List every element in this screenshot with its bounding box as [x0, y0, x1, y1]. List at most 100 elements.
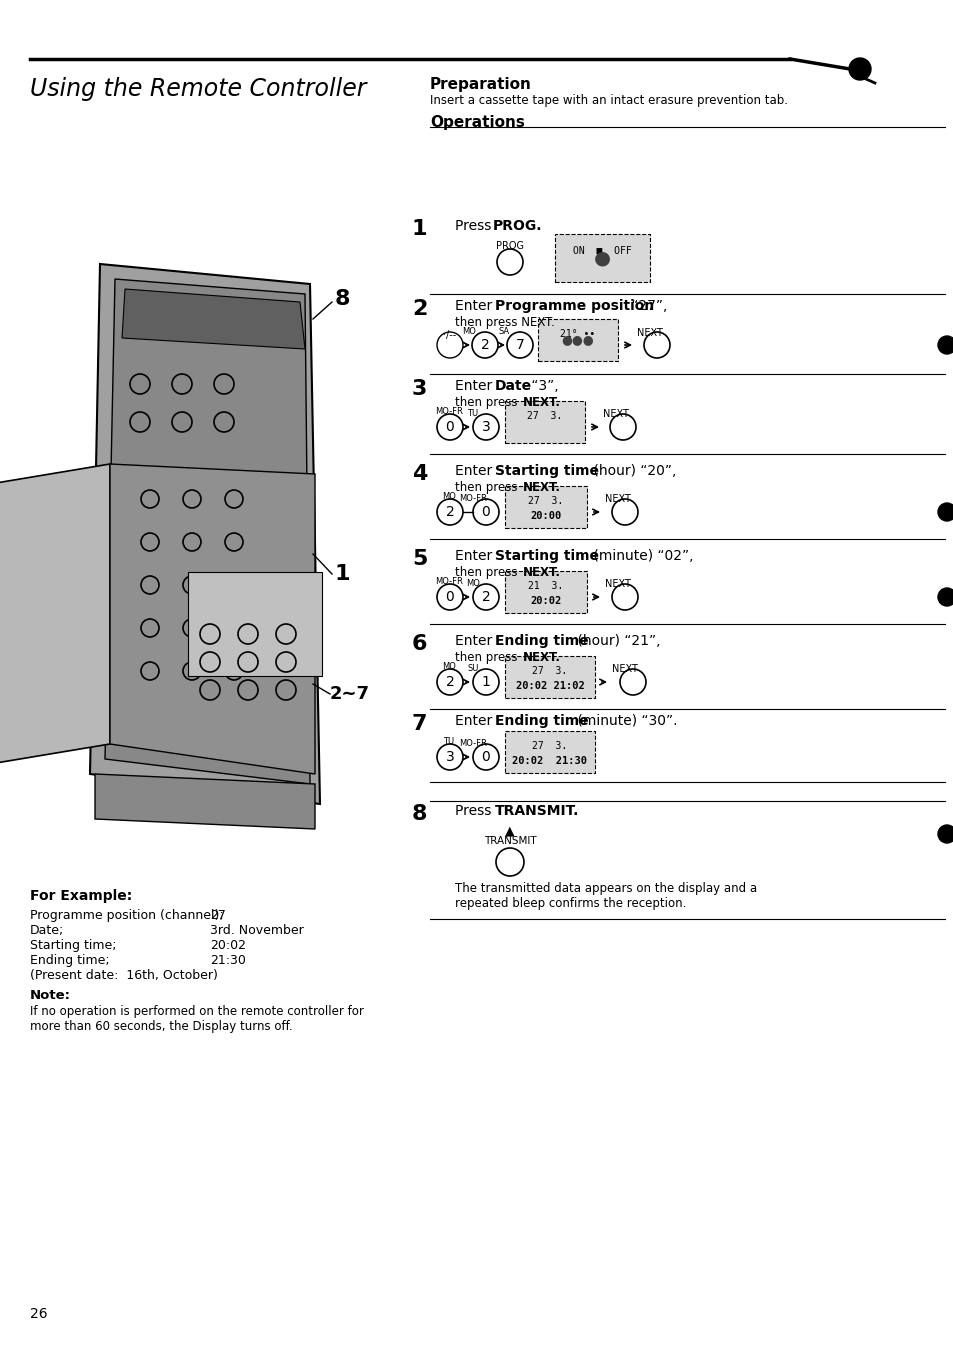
FancyBboxPatch shape [504, 656, 595, 697]
Polygon shape [0, 464, 110, 764]
Text: 20:02  21:30: 20:02 21:30 [512, 757, 587, 766]
Text: Operations: Operations [430, 115, 524, 130]
Text: (hour) “21”,: (hour) “21”, [573, 634, 659, 648]
Text: Press: Press [455, 219, 496, 233]
Text: (Present date:  16th, October): (Present date: 16th, October) [30, 969, 217, 982]
Text: MO: MO [461, 326, 476, 336]
Text: 8: 8 [335, 289, 350, 309]
Text: Programme position (channel);: Programme position (channel); [30, 909, 223, 921]
Text: then press: then press [455, 652, 520, 664]
Text: 20:02 21:02: 20:02 21:02 [515, 681, 584, 691]
Text: 20:02: 20:02 [210, 939, 246, 952]
Text: Programme position: Programme position [495, 299, 654, 313]
Text: Enter: Enter [455, 464, 497, 478]
Text: NEXT: NEXT [604, 494, 630, 505]
Text: Starting time: Starting time [495, 549, 598, 563]
Text: Using the Remote Controller: Using the Remote Controller [30, 77, 366, 101]
Text: Starting time: Starting time [495, 464, 598, 478]
Text: ●●●: ●●● [561, 333, 594, 347]
Circle shape [937, 336, 953, 353]
Text: 2: 2 [445, 505, 454, 519]
FancyBboxPatch shape [504, 571, 586, 612]
Text: 1: 1 [335, 564, 350, 584]
Text: 3: 3 [445, 750, 454, 764]
Text: 3: 3 [412, 379, 427, 399]
Text: 4: 4 [412, 464, 427, 484]
Text: PROG: PROG [496, 241, 523, 251]
Circle shape [937, 588, 953, 606]
Text: 7: 7 [515, 339, 524, 352]
FancyBboxPatch shape [504, 401, 584, 442]
Text: Press: Press [455, 804, 496, 817]
Text: MO-FR: MO-FR [458, 739, 486, 747]
Text: 3rd. November: 3rd. November [210, 924, 303, 938]
Text: Ending time: Ending time [495, 634, 588, 648]
Text: 2: 2 [481, 590, 490, 604]
Text: 5: 5 [412, 549, 427, 569]
Text: MO-FR: MO-FR [458, 494, 486, 503]
Text: NEXT.: NEXT. [522, 652, 560, 664]
Text: 0: 0 [445, 590, 454, 604]
FancyBboxPatch shape [537, 318, 618, 362]
Text: “27”,: “27”, [626, 299, 667, 313]
Text: Enter: Enter [455, 379, 497, 393]
Text: then press: then press [455, 482, 520, 494]
Text: 27  3.: 27 3. [532, 665, 567, 676]
Text: TRANSMIT.: TRANSMIT. [495, 804, 578, 817]
Polygon shape [95, 774, 314, 830]
Text: then press: then press [455, 397, 520, 409]
FancyBboxPatch shape [188, 572, 322, 676]
Text: then press: then press [455, 567, 520, 579]
Text: TU: TU [443, 737, 454, 746]
Text: MO: MO [441, 662, 456, 670]
Text: 27  3.: 27 3. [527, 410, 562, 421]
Text: Ending time: Ending time [495, 714, 588, 728]
Circle shape [937, 503, 953, 521]
Text: 0: 0 [445, 420, 454, 434]
Text: Enter: Enter [455, 549, 497, 563]
Text: TU: TU [467, 409, 478, 418]
Text: NEXT.: NEXT. [522, 567, 560, 579]
Text: (minute) “02”,: (minute) “02”, [588, 549, 693, 563]
Text: then press NEXT.: then press NEXT. [455, 316, 554, 329]
Text: 26: 26 [30, 1307, 48, 1321]
Text: TRANSMIT: TRANSMIT [483, 836, 536, 846]
Text: 2: 2 [480, 339, 489, 352]
Text: SA: SA [497, 326, 509, 336]
Text: MO: MO [466, 579, 479, 588]
Text: 21° ••: 21° •• [559, 329, 595, 339]
Text: 1: 1 [481, 674, 490, 689]
Text: 2: 2 [412, 299, 427, 318]
Text: Ending time;: Ending time; [30, 954, 110, 967]
Text: MO-FR: MO-FR [435, 577, 462, 585]
Text: 6: 6 [412, 634, 427, 654]
Text: NEXT: NEXT [637, 328, 662, 339]
Text: 21:30: 21:30 [210, 954, 246, 967]
Text: Starting time;: Starting time; [30, 939, 116, 952]
Text: 27  3.: 27 3. [528, 495, 563, 506]
Text: 27: 27 [210, 909, 226, 921]
Text: Note:: Note: [30, 989, 71, 1002]
FancyBboxPatch shape [504, 486, 586, 527]
Text: 2: 2 [445, 674, 454, 689]
Text: For Example:: For Example: [30, 889, 132, 902]
Text: MO: MO [441, 492, 456, 500]
Text: 8: 8 [412, 804, 427, 824]
Circle shape [848, 58, 870, 80]
Text: ▲: ▲ [505, 824, 515, 836]
Polygon shape [90, 264, 319, 804]
Text: If no operation is performed on the remote controller for
more than 60 seconds, : If no operation is performed on the remo… [30, 1005, 363, 1033]
Text: ●: ● [594, 248, 610, 267]
Text: 0: 0 [481, 750, 490, 764]
Text: SU: SU [467, 664, 478, 673]
Text: 27  3.: 27 3. [532, 741, 567, 750]
Text: 1: 1 [412, 219, 427, 239]
Text: (minute) “30”.: (minute) “30”. [573, 714, 677, 728]
Text: Preparation: Preparation [430, 77, 532, 92]
Text: 20:00: 20:00 [530, 511, 561, 521]
Text: Date: Date [495, 379, 532, 393]
Text: ON  ■  OFF: ON ■ OFF [573, 246, 631, 256]
Text: NEXT.: NEXT. [522, 397, 560, 409]
Text: Insert a cassette tape with an intact erasure prevention tab.: Insert a cassette tape with an intact er… [430, 94, 787, 107]
Polygon shape [105, 279, 310, 784]
